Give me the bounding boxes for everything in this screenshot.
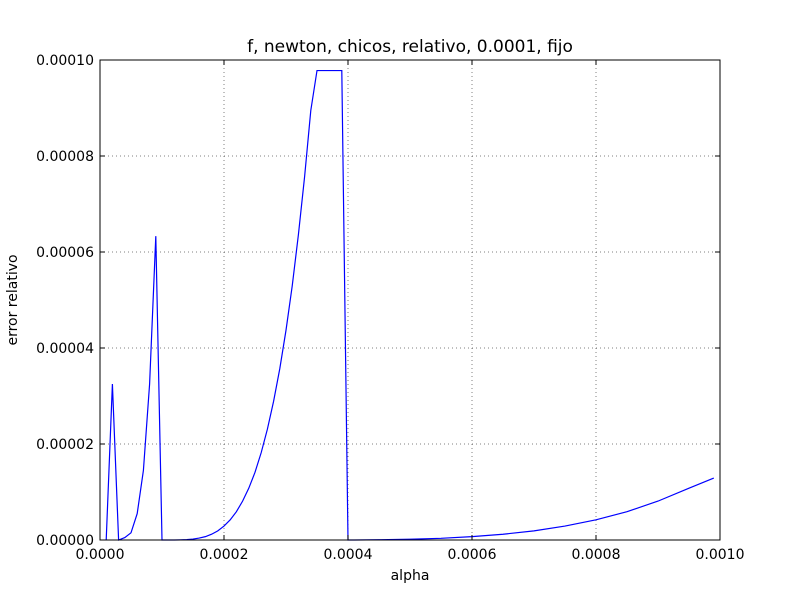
y-axis-label: error relativo — [5, 254, 21, 345]
plot-frame — [99, 59, 721, 541]
x-axis-label: alpha — [391, 568, 430, 584]
x-tick-label: 0.0006 — [448, 547, 497, 563]
grid — [100, 60, 720, 540]
y-tick-label: 0.00008 — [36, 149, 94, 165]
x-tick-label: 0.0008 — [572, 547, 621, 563]
chart-title: f, newton, chicos, relativo, 0.0001, fij… — [247, 37, 573, 57]
series-layer — [105, 69, 715, 541]
y-tick-label: 0.00002 — [36, 437, 94, 453]
x-tick-label: 0.0002 — [200, 547, 249, 563]
ticks — [99, 59, 721, 541]
y-tick-label: 0.00000 — [36, 533, 94, 549]
tick-labels: 0.0000 0.0002 0.0004 0.0006 0.0008 0.0010 0.00… — [36, 53, 744, 563]
series-line — [105, 69, 715, 541]
y-tick-label: 0.00004 — [36, 341, 94, 357]
x-tick-label: 0.0004 — [324, 547, 373, 563]
y-tick-label: 0.00006 — [36, 245, 94, 261]
x-tick-label: 0.0000 — [76, 547, 125, 563]
y-tick-label: 0.00010 — [36, 53, 94, 69]
x-tick-label: 0.0010 — [696, 547, 745, 563]
